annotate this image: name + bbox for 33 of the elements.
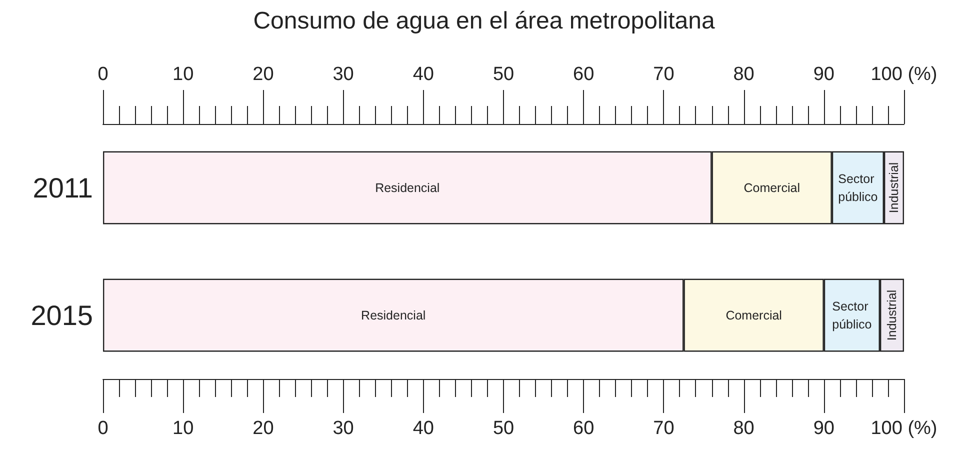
- x2-tick-label: 40: [412, 64, 434, 85]
- x-tick-label: 60: [573, 418, 594, 439]
- x2-tick-label: 100 (%): [870, 64, 938, 85]
- text: Comercial: [744, 180, 800, 195]
- x-tick-label: 30: [332, 418, 354, 439]
- text: Industrial: [884, 290, 899, 341]
- x-tick-label: 20: [252, 418, 274, 439]
- x2-tick-label: 10: [172, 64, 194, 85]
- series-label: Comercial: [726, 308, 782, 322]
- x-tick-label: 0: [98, 418, 108, 439]
- text: Residencial: [375, 180, 440, 195]
- x2-tick-label: 60: [573, 64, 594, 85]
- y-tick-label: 2011: [32, 172, 93, 204]
- x-tick-label: 40: [412, 418, 434, 439]
- x-tick-label: 10: [172, 418, 194, 439]
- x2-tick-label: 90: [813, 64, 834, 85]
- x-tick-label: 50: [492, 418, 514, 439]
- series-label: Industrial: [886, 162, 901, 214]
- x-tick-label: 70: [653, 418, 674, 439]
- chart-title: Consumo de agua en el área metropolitana: [253, 8, 716, 34]
- x-tick-label: 90: [813, 418, 834, 439]
- x-tick-label: 100 (%): [870, 418, 938, 439]
- y-tick-label: 2015: [30, 300, 93, 331]
- x2-tick-label: 50: [492, 64, 514, 85]
- x-tick-label: 80: [733, 418, 754, 439]
- text: Sector público: [832, 299, 872, 332]
- x2-tick-label: 70: [653, 64, 674, 85]
- series-label: Sector público: [838, 172, 878, 204]
- series-label: Residencial: [361, 308, 426, 322]
- x2-tick-label: 30: [332, 64, 354, 85]
- x2-tick-label: 0: [98, 64, 108, 85]
- x2-tick-label: 20: [252, 64, 274, 85]
- x2-tick-label: 80: [733, 64, 754, 85]
